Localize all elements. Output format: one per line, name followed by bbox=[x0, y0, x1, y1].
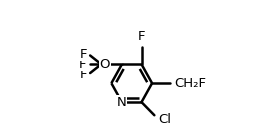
Text: F: F bbox=[79, 68, 87, 81]
Text: O: O bbox=[99, 58, 110, 71]
Text: F: F bbox=[138, 30, 145, 43]
Text: Cl: Cl bbox=[158, 112, 172, 126]
Text: N: N bbox=[117, 96, 127, 109]
Text: F: F bbox=[79, 58, 86, 71]
Text: F: F bbox=[79, 48, 87, 61]
Text: CH₂F: CH₂F bbox=[175, 77, 207, 90]
